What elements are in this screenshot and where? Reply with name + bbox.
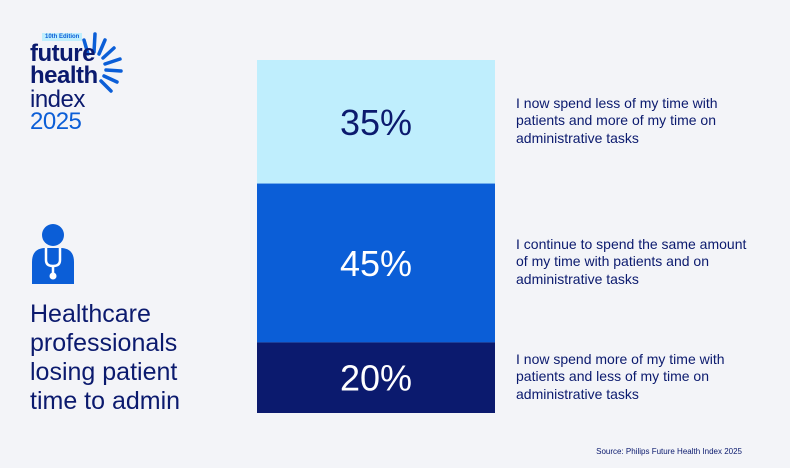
- logo-text-index: index: [30, 86, 85, 113]
- bar-segment: [257, 60, 495, 184]
- logo-text-future: future: [30, 40, 96, 67]
- data-label: 20%: [340, 358, 412, 399]
- data-label: 35%: [340, 102, 412, 143]
- bar-segment: [257, 342, 495, 413]
- data-label: 45%: [340, 243, 412, 284]
- bar-segment: [257, 183, 495, 343]
- category-label: I continue to spend the same amount of m…: [516, 235, 747, 287]
- stacked-bar: 35% 45% 20%: [257, 60, 495, 413]
- logo-text-year: 2025: [30, 108, 82, 135]
- category-label: I now spend more of my time with patient…: [516, 350, 725, 402]
- logo-text-health: health: [30, 62, 98, 89]
- logo-edition: 10th Edition: [42, 33, 83, 41]
- headline: Healthcare professionals losing patient …: [30, 300, 181, 415]
- sunburst-icon: [82, 32, 123, 93]
- logo: 10th Edition future health index 2025: [30, 28, 130, 135]
- doctor-stethoscope-icon: [32, 224, 74, 284]
- category-label: I now spend less of my time with patient…: [516, 94, 718, 146]
- source-note: Source: Philips Future Health Index 2025: [596, 447, 742, 456]
